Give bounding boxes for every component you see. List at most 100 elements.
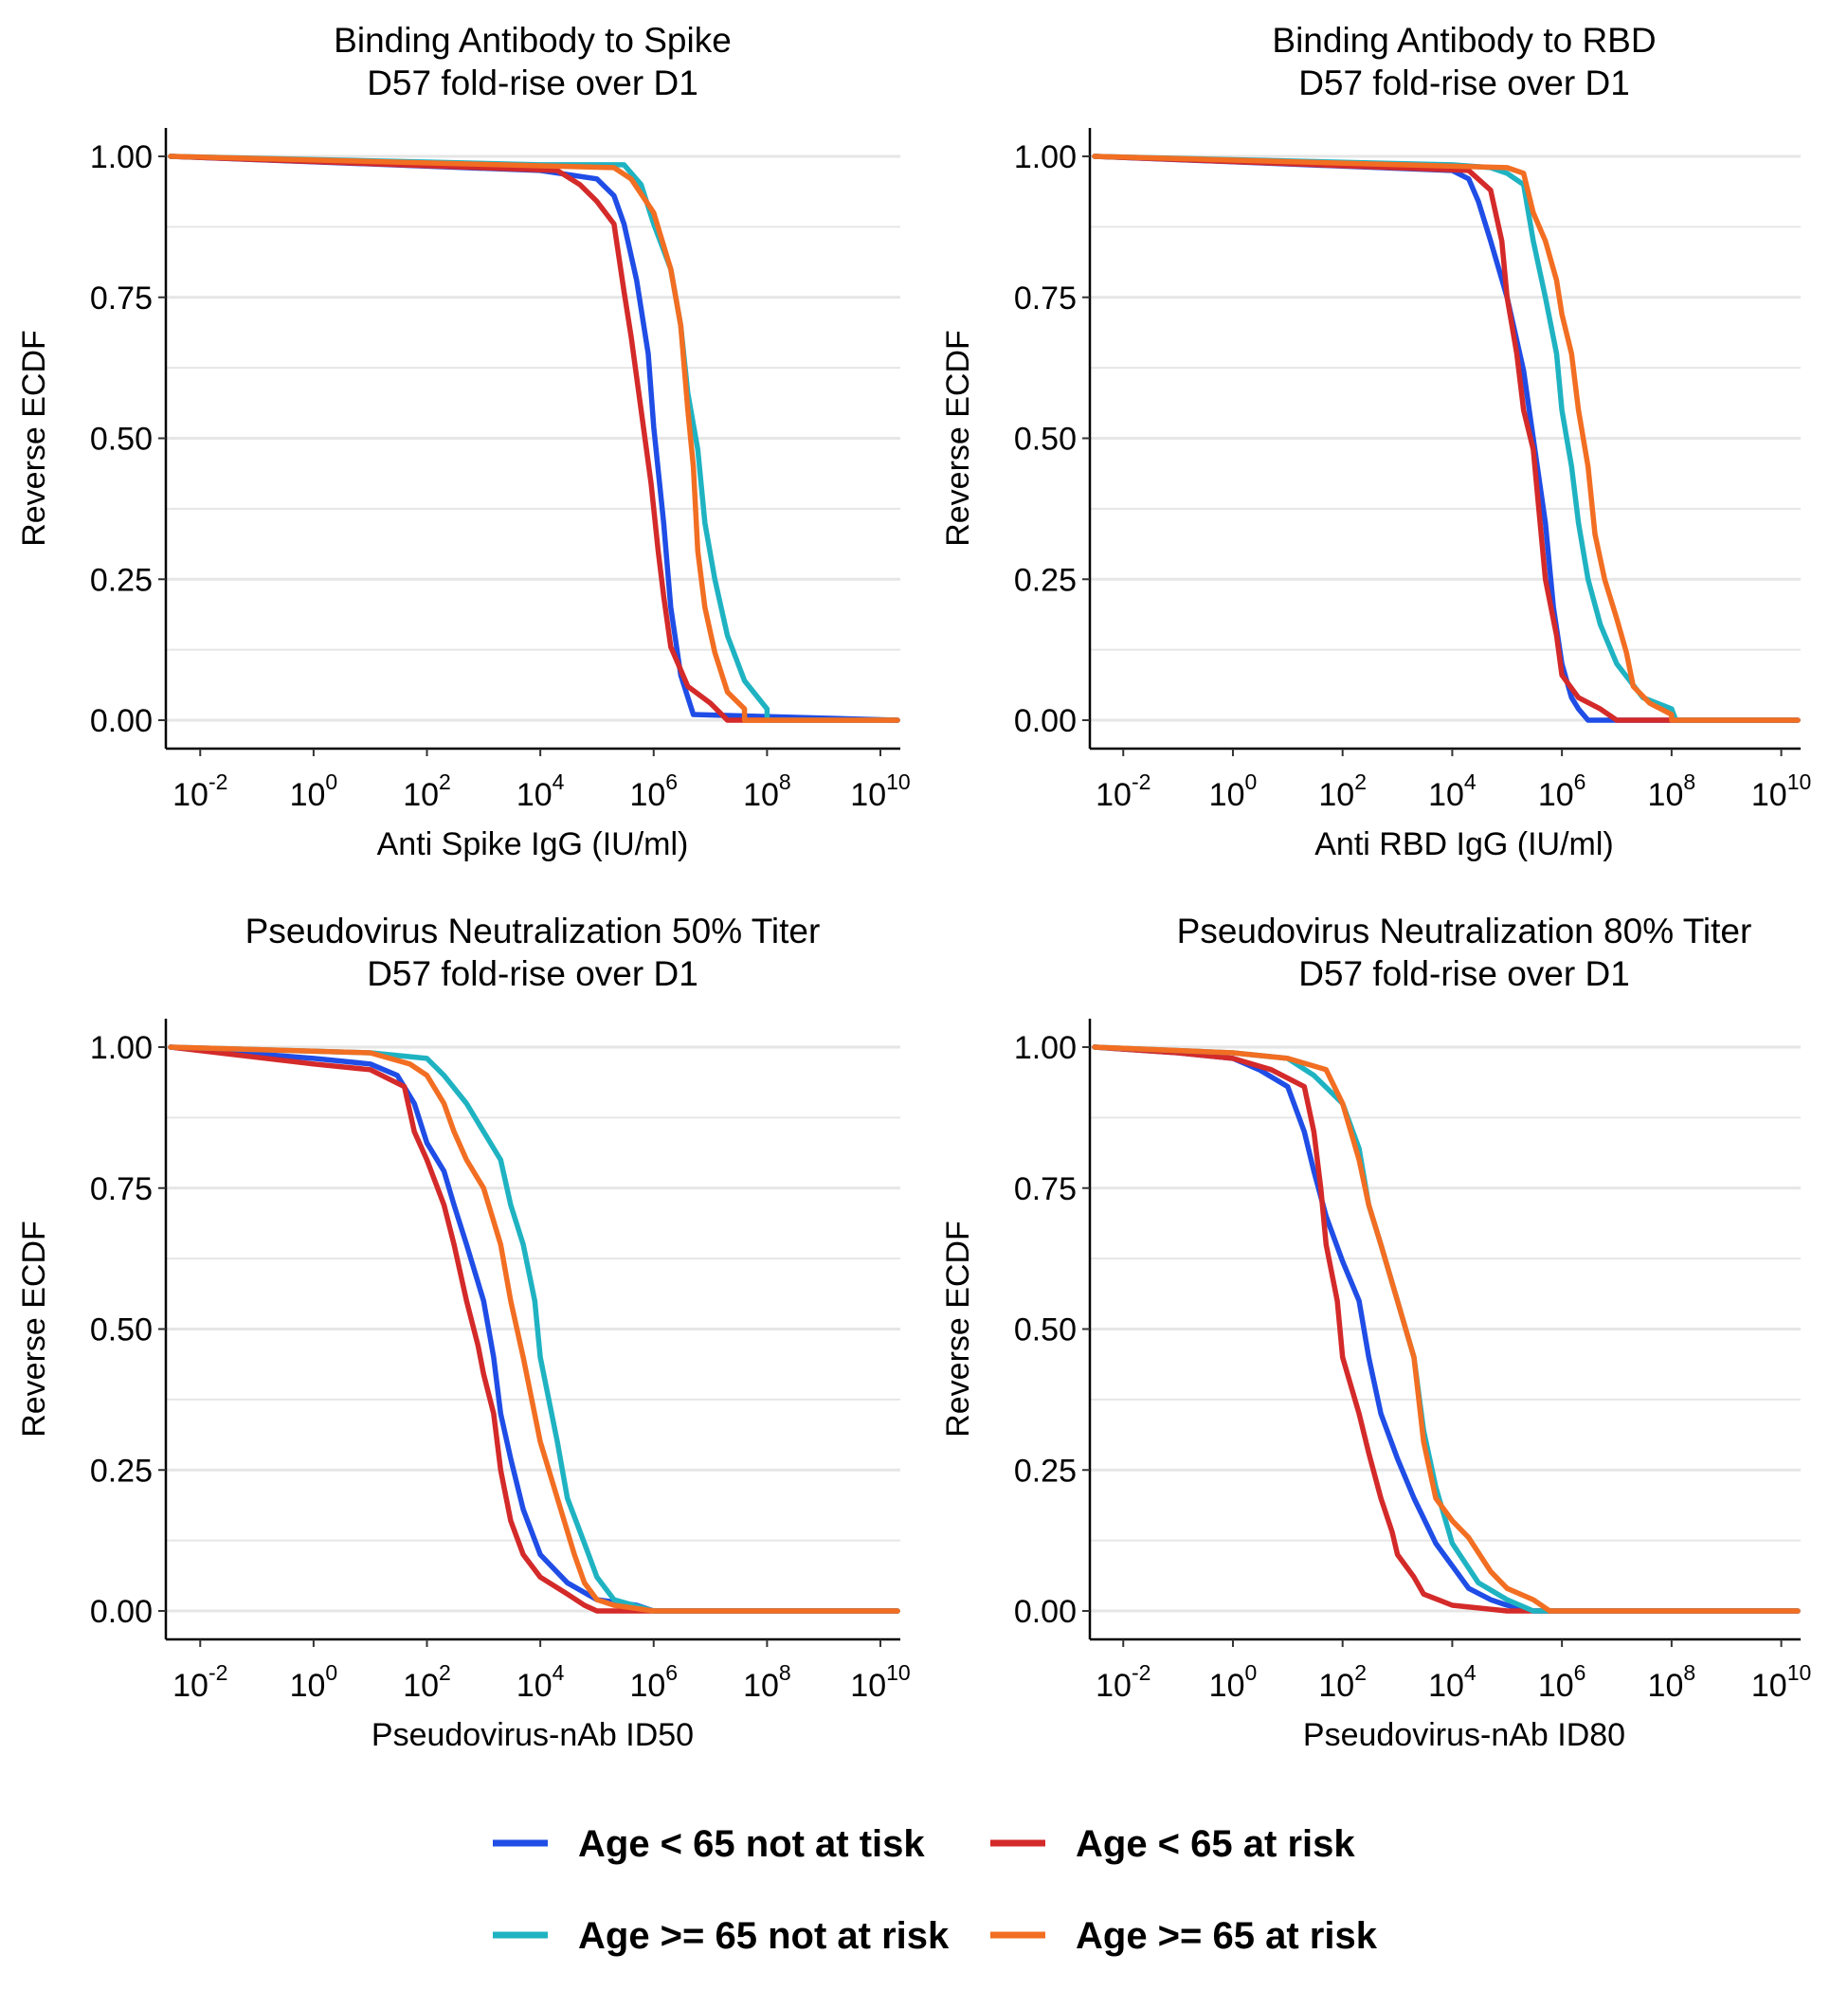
y-tick-label: 1.00 — [90, 139, 153, 175]
y-tick-label: 0.75 — [1014, 1171, 1077, 1207]
x-tick-base: 10 — [1318, 777, 1354, 813]
y-tick-label: 1.00 — [1014, 139, 1077, 175]
y-tick-label: 0.75 — [90, 1171, 153, 1207]
y-axis-title: Reverse ECDF — [940, 330, 976, 547]
y-tick-label: 0.75 — [90, 280, 153, 317]
panel-subtitle: D57 fold-rise over D1 — [1298, 954, 1630, 993]
legend-item: Age < 65 not at tisk — [493, 1823, 925, 1865]
x-tick-label: 108 — [743, 769, 791, 813]
x-tick-label: 10-2 — [172, 1660, 227, 1704]
x-tick-label: 10-2 — [1096, 769, 1150, 813]
legend-label: Age >= 65 not at risk — [578, 1915, 950, 1957]
series-line-1 — [1092, 154, 1801, 723]
x-tick-base: 10 — [1428, 777, 1464, 813]
y-tick-label: 0.75 — [1014, 280, 1077, 317]
x-tick-label: 10-2 — [1096, 1660, 1150, 1704]
panel-title: Pseudovirus Neutralization 50% Titer — [245, 912, 821, 950]
x-tick-base: 10 — [172, 1668, 208, 1704]
x-tick-base: 10 — [1318, 1668, 1354, 1704]
x-tick-exponent: 4 — [553, 1660, 565, 1685]
x-tick-base: 10 — [1751, 777, 1787, 813]
x-tick-base: 10 — [516, 777, 553, 813]
x-tick-base: 10 — [629, 777, 665, 813]
x-tick-base: 10 — [290, 1668, 326, 1704]
x-tick-base: 10 — [1538, 777, 1574, 813]
x-tick-label: 108 — [743, 1660, 791, 1704]
x-tick-label: 100 — [1209, 1660, 1258, 1704]
x-tick-label: 100 — [290, 769, 338, 813]
x-axis-title: Pseudovirus-nAb ID50 — [371, 1717, 694, 1753]
x-tick-base: 10 — [290, 777, 326, 813]
x-tick-exponent: 0 — [325, 769, 337, 794]
y-axis-title: Reverse ECDF — [940, 1221, 976, 1438]
series-line-2 — [168, 1044, 900, 1614]
series-line-3 — [168, 1044, 900, 1614]
x-tick-exponent: 8 — [779, 1660, 791, 1685]
panel-subtitle: D57 fold-rise over D1 — [367, 954, 698, 993]
x-tick-label: 106 — [629, 1660, 678, 1704]
x-tick-base: 10 — [516, 1668, 553, 1704]
y-tick-label: 0.25 — [90, 562, 153, 598]
x-tick-label: 104 — [1428, 769, 1477, 813]
panel-subtitle: D57 fold-rise over D1 — [367, 63, 698, 102]
x-tick-exponent: 2 — [439, 1660, 451, 1685]
x-tick-base: 10 — [743, 1668, 779, 1704]
x-tick-base: 10 — [1428, 1668, 1464, 1704]
x-axis-title: Anti RBD IgG (IU/ml) — [1314, 826, 1613, 862]
x-tick-label: 104 — [1428, 1660, 1477, 1704]
y-tick-label: 0.25 — [90, 1453, 153, 1489]
legend-item: Age >= 65 not at risk — [493, 1915, 950, 1957]
x-tick-exponent: 2 — [439, 769, 451, 794]
x-tick-base: 10 — [850, 1668, 886, 1704]
series-line-4 — [168, 154, 900, 723]
y-tick-label: 0.25 — [1014, 1453, 1077, 1489]
series-line-1 — [1092, 1044, 1801, 1614]
x-tick-label: 106 — [1538, 1660, 1586, 1704]
x-tick-exponent: 10 — [886, 1660, 911, 1685]
x-tick-base: 10 — [1751, 1668, 1787, 1704]
x-tick-label: 102 — [403, 1660, 451, 1704]
y-tick-label: 1.00 — [90, 1030, 153, 1066]
x-tick-exponent: -2 — [1132, 1660, 1150, 1685]
x-tick-label: 104 — [516, 769, 565, 813]
series-line-2 — [1092, 1044, 1801, 1614]
x-tick-label: 102 — [1318, 769, 1367, 813]
x-tick-exponent: 0 — [1244, 769, 1257, 794]
legend-label: Age >= 65 at risk — [1076, 1915, 1378, 1957]
x-tick-exponent: 6 — [1574, 1660, 1586, 1685]
x-tick-base: 10 — [172, 777, 208, 813]
x-tick-exponent: 2 — [1354, 769, 1367, 794]
x-tick-exponent: 0 — [325, 1660, 337, 1685]
series-line-4 — [1092, 1044, 1801, 1614]
x-tick-exponent: 4 — [1464, 1660, 1477, 1685]
x-tick-label: 100 — [1209, 769, 1258, 813]
x-tick-exponent: -2 — [1132, 769, 1150, 794]
legend-label: Age < 65 not at tisk — [578, 1823, 925, 1865]
series-line-4 — [1092, 154, 1801, 723]
x-tick-base: 10 — [1648, 777, 1684, 813]
y-tick-label: 0.00 — [1014, 703, 1077, 739]
legend-item: Age >= 65 at risk — [990, 1915, 1378, 1957]
panel-title: Pseudovirus Neutralization 80% Titer — [1177, 912, 1752, 950]
y-axis-title: Reverse ECDF — [16, 330, 52, 547]
legend-item: Age < 65 at risk — [990, 1823, 1355, 1865]
y-tick-label: 0.50 — [1014, 422, 1077, 458]
x-tick-exponent: 8 — [1683, 1660, 1695, 1685]
series-line-2 — [1092, 154, 1801, 723]
y-tick-label: 0.00 — [1014, 1594, 1077, 1630]
x-tick-exponent: 10 — [886, 769, 911, 794]
x-tick-label: 10-2 — [172, 769, 227, 813]
x-tick-label: 1010 — [850, 769, 910, 813]
x-axis-title: Pseudovirus-nAb ID80 — [1303, 1717, 1625, 1753]
x-tick-base: 10 — [403, 777, 439, 813]
y-tick-label: 0.00 — [90, 703, 153, 739]
x-tick-label: 108 — [1648, 1660, 1696, 1704]
x-tick-exponent: 8 — [779, 769, 791, 794]
x-tick-exponent: 4 — [553, 769, 565, 794]
x-tick-exponent: -2 — [208, 1660, 227, 1685]
x-tick-exponent: 10 — [1787, 769, 1812, 794]
x-tick-base: 10 — [850, 777, 886, 813]
x-tick-base: 10 — [1096, 1668, 1132, 1704]
